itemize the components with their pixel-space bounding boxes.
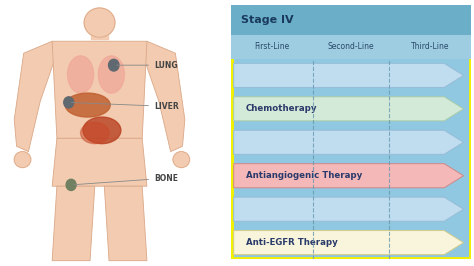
Polygon shape xyxy=(14,41,57,152)
Text: Second-Line: Second-Line xyxy=(328,42,374,51)
Text: LIVER: LIVER xyxy=(72,102,179,111)
Text: Antiangiogenic Therapy: Antiangiogenic Therapy xyxy=(246,171,362,180)
Circle shape xyxy=(109,59,119,71)
Text: First-Line: First-Line xyxy=(255,42,290,51)
Text: Stage IV: Stage IV xyxy=(241,15,293,25)
Polygon shape xyxy=(142,41,185,152)
Polygon shape xyxy=(234,231,464,255)
Polygon shape xyxy=(234,197,464,221)
Polygon shape xyxy=(52,186,95,261)
FancyBboxPatch shape xyxy=(231,5,471,259)
Ellipse shape xyxy=(83,117,121,144)
Text: Chemotherapy: Chemotherapy xyxy=(246,104,317,113)
Ellipse shape xyxy=(68,56,94,93)
Text: LUNG: LUNG xyxy=(117,61,178,70)
Bar xyxy=(231,5,471,35)
Text: BONE: BONE xyxy=(74,174,178,185)
Bar xyxy=(231,35,471,59)
Polygon shape xyxy=(234,164,464,188)
Circle shape xyxy=(64,97,73,108)
Circle shape xyxy=(66,179,76,190)
Ellipse shape xyxy=(14,152,31,168)
Ellipse shape xyxy=(65,93,110,117)
Polygon shape xyxy=(234,63,464,88)
Ellipse shape xyxy=(173,152,190,168)
Polygon shape xyxy=(104,186,147,261)
Polygon shape xyxy=(234,130,464,154)
Ellipse shape xyxy=(84,8,115,37)
Polygon shape xyxy=(234,97,464,121)
Bar xyxy=(91,24,108,39)
Text: Anti-EGFR Therapy: Anti-EGFR Therapy xyxy=(246,238,337,247)
Ellipse shape xyxy=(81,122,109,144)
Polygon shape xyxy=(52,41,147,138)
Polygon shape xyxy=(52,138,147,186)
Ellipse shape xyxy=(99,56,124,93)
Text: Third-Line: Third-Line xyxy=(411,42,449,51)
